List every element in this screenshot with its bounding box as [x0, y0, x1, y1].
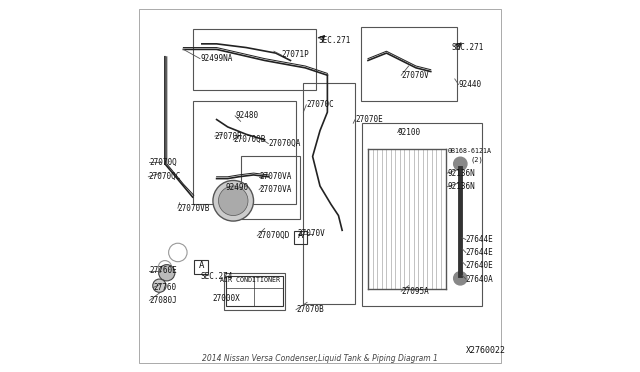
Text: 0B168-6121A: 0B168-6121A	[447, 148, 492, 154]
Text: 92100: 92100	[397, 128, 420, 137]
Text: 27760E: 27760E	[149, 266, 177, 275]
Text: 27070E: 27070E	[355, 115, 383, 124]
Text: 27070V: 27070V	[401, 71, 429, 80]
Text: 27070VA: 27070VA	[259, 185, 291, 194]
Text: 27070VB: 27070VB	[178, 203, 210, 213]
Text: X2760022: X2760022	[466, 346, 506, 355]
Bar	[195, 260, 208, 273]
Circle shape	[213, 180, 253, 221]
Text: 27640E: 27640E	[466, 261, 493, 270]
Bar	[360, 27, 456, 101]
Text: 92136N: 92136N	[447, 182, 475, 191]
Text: 27644E: 27644E	[466, 235, 493, 244]
Bar	[193, 29, 316, 90]
Bar	[241, 157, 300, 219]
Bar	[224, 273, 285, 310]
Text: 27644E: 27644E	[466, 248, 493, 257]
Text: 92490: 92490	[226, 183, 249, 192]
Circle shape	[159, 264, 175, 281]
Text: 27000X: 27000X	[213, 294, 241, 303]
Text: 27070QD: 27070QD	[257, 231, 290, 240]
Text: 92440: 92440	[458, 80, 481, 89]
Bar	[303, 83, 355, 304]
Text: 27071P: 27071P	[281, 51, 309, 60]
Circle shape	[218, 186, 248, 215]
Circle shape	[153, 279, 166, 292]
Bar	[362, 123, 483, 306]
Text: 27070QC: 27070QC	[148, 172, 180, 181]
Text: 27070VA: 27070VA	[259, 172, 291, 181]
Text: 27070QB: 27070QB	[233, 135, 266, 144]
Text: 27080J: 27080J	[149, 296, 177, 305]
Text: SEC.271: SEC.271	[451, 43, 483, 52]
Text: 27070Q: 27070Q	[149, 157, 177, 167]
Bar	[193, 101, 296, 205]
Text: 2014 Nissan Versa Condenser,Liquid Tank & Piping Diagram 1: 2014 Nissan Versa Condenser,Liquid Tank …	[202, 354, 438, 363]
Bar	[226, 276, 283, 306]
Text: 27070QA: 27070QA	[268, 139, 301, 148]
Text: AIR CONDITIONER: AIR CONDITIONER	[220, 277, 280, 283]
Text: 27070R: 27070R	[215, 132, 243, 141]
Text: 27095A: 27095A	[401, 287, 429, 296]
Text: 92499NA: 92499NA	[200, 54, 232, 63]
Text: 92136N: 92136N	[447, 169, 475, 177]
Bar	[294, 231, 307, 244]
Text: 92480: 92480	[235, 111, 258, 121]
Text: 27070V: 27070V	[298, 230, 326, 238]
Circle shape	[454, 157, 467, 170]
Text: A: A	[298, 231, 303, 240]
Text: 27070B: 27070B	[296, 305, 324, 314]
Text: (2): (2)	[470, 156, 483, 163]
Text: 27760: 27760	[153, 283, 176, 292]
Text: A: A	[198, 261, 204, 270]
Text: 27640A: 27640A	[466, 275, 493, 283]
Text: 27070C: 27070C	[307, 100, 334, 109]
Text: SEC.271: SEC.271	[318, 36, 351, 45]
Circle shape	[454, 272, 467, 285]
Text: SEC.274: SEC.274	[200, 272, 232, 281]
